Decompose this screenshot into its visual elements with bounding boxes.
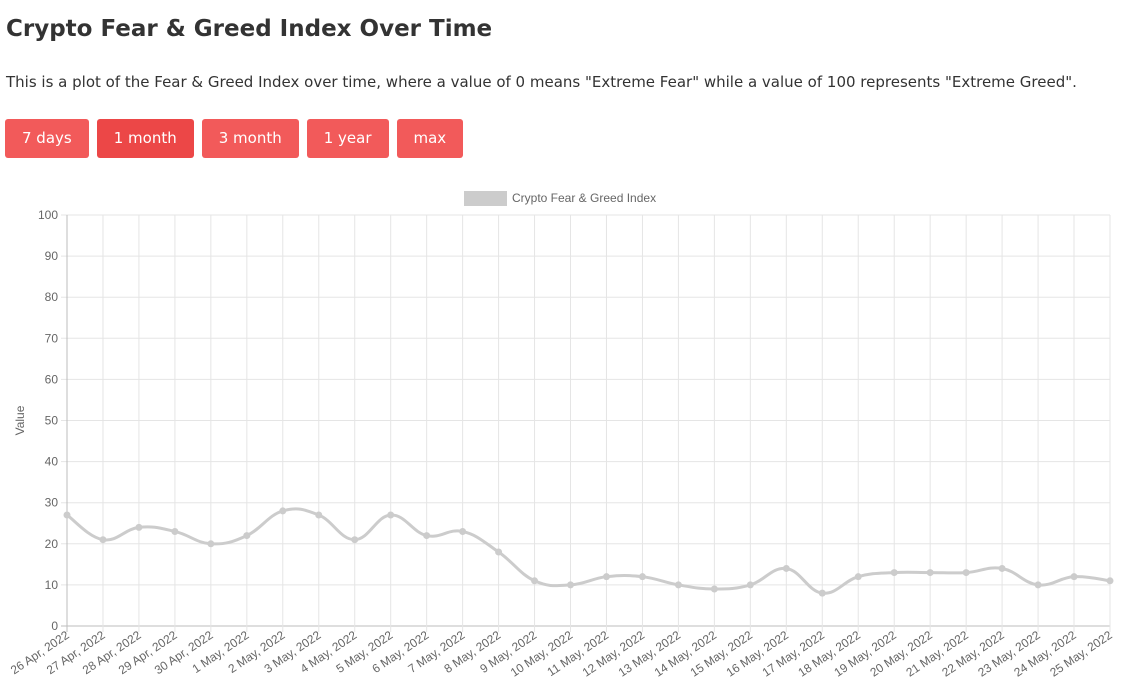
y-tick-label: 60 [45, 372, 59, 386]
data-point [387, 511, 395, 519]
data-point [818, 589, 826, 597]
data-point [962, 569, 970, 577]
data-point [1070, 573, 1078, 581]
data-point [638, 573, 646, 581]
y-tick-label: 10 [45, 578, 59, 592]
y-axis-title: Value [13, 405, 27, 435]
data-point [315, 511, 323, 519]
range-button-7-days[interactable]: 7 days [5, 119, 89, 158]
range-button-group: 7 days 1 month 3 month 1 year max [5, 119, 464, 158]
legend-swatch [464, 191, 507, 206]
data-point [531, 577, 539, 585]
data-point [926, 569, 934, 577]
range-button-max[interactable]: max [396, 119, 464, 158]
data-point [63, 511, 71, 519]
data-point [674, 581, 682, 589]
data-point [567, 581, 575, 589]
range-button-1-year[interactable]: 1 year [306, 119, 389, 158]
data-point [495, 548, 503, 556]
y-tick-label: 80 [45, 290, 59, 304]
y-tick-label: 100 [38, 208, 58, 222]
data-point [782, 564, 790, 572]
data-point [351, 536, 359, 544]
y-tick-label: 70 [45, 331, 59, 345]
y-tick-label: 50 [45, 414, 59, 428]
page-description: This is a plot of the Fear & Greed Index… [6, 73, 1077, 91]
data-point [746, 581, 754, 589]
data-point [854, 573, 862, 581]
data-point [207, 540, 215, 548]
data-point [1106, 577, 1114, 585]
y-tick-label: 0 [51, 619, 58, 633]
series-line [66, 507, 1111, 595]
data-point [135, 523, 143, 531]
data-point [459, 527, 467, 535]
y-tick-label: 20 [45, 537, 59, 551]
data-point [243, 532, 251, 540]
y-tick-label: 90 [45, 249, 59, 263]
data-point [602, 573, 610, 581]
data-point [171, 527, 179, 535]
y-tick-label: 30 [45, 496, 59, 510]
range-button-1-month[interactable]: 1 month [96, 119, 194, 158]
y-tick-label: 40 [45, 455, 59, 469]
data-point [279, 507, 287, 515]
range-button-3-month[interactable]: 3 month [201, 119, 299, 158]
legend-label: Crypto Fear & Greed Index [512, 191, 656, 205]
data-point [998, 564, 1006, 572]
data-point [890, 569, 898, 577]
data-point [423, 532, 431, 540]
data-point [1034, 581, 1042, 589]
data-point [99, 536, 107, 544]
data-point [710, 585, 718, 593]
page-title: Crypto Fear & Greed Index Over Time [6, 16, 493, 42]
